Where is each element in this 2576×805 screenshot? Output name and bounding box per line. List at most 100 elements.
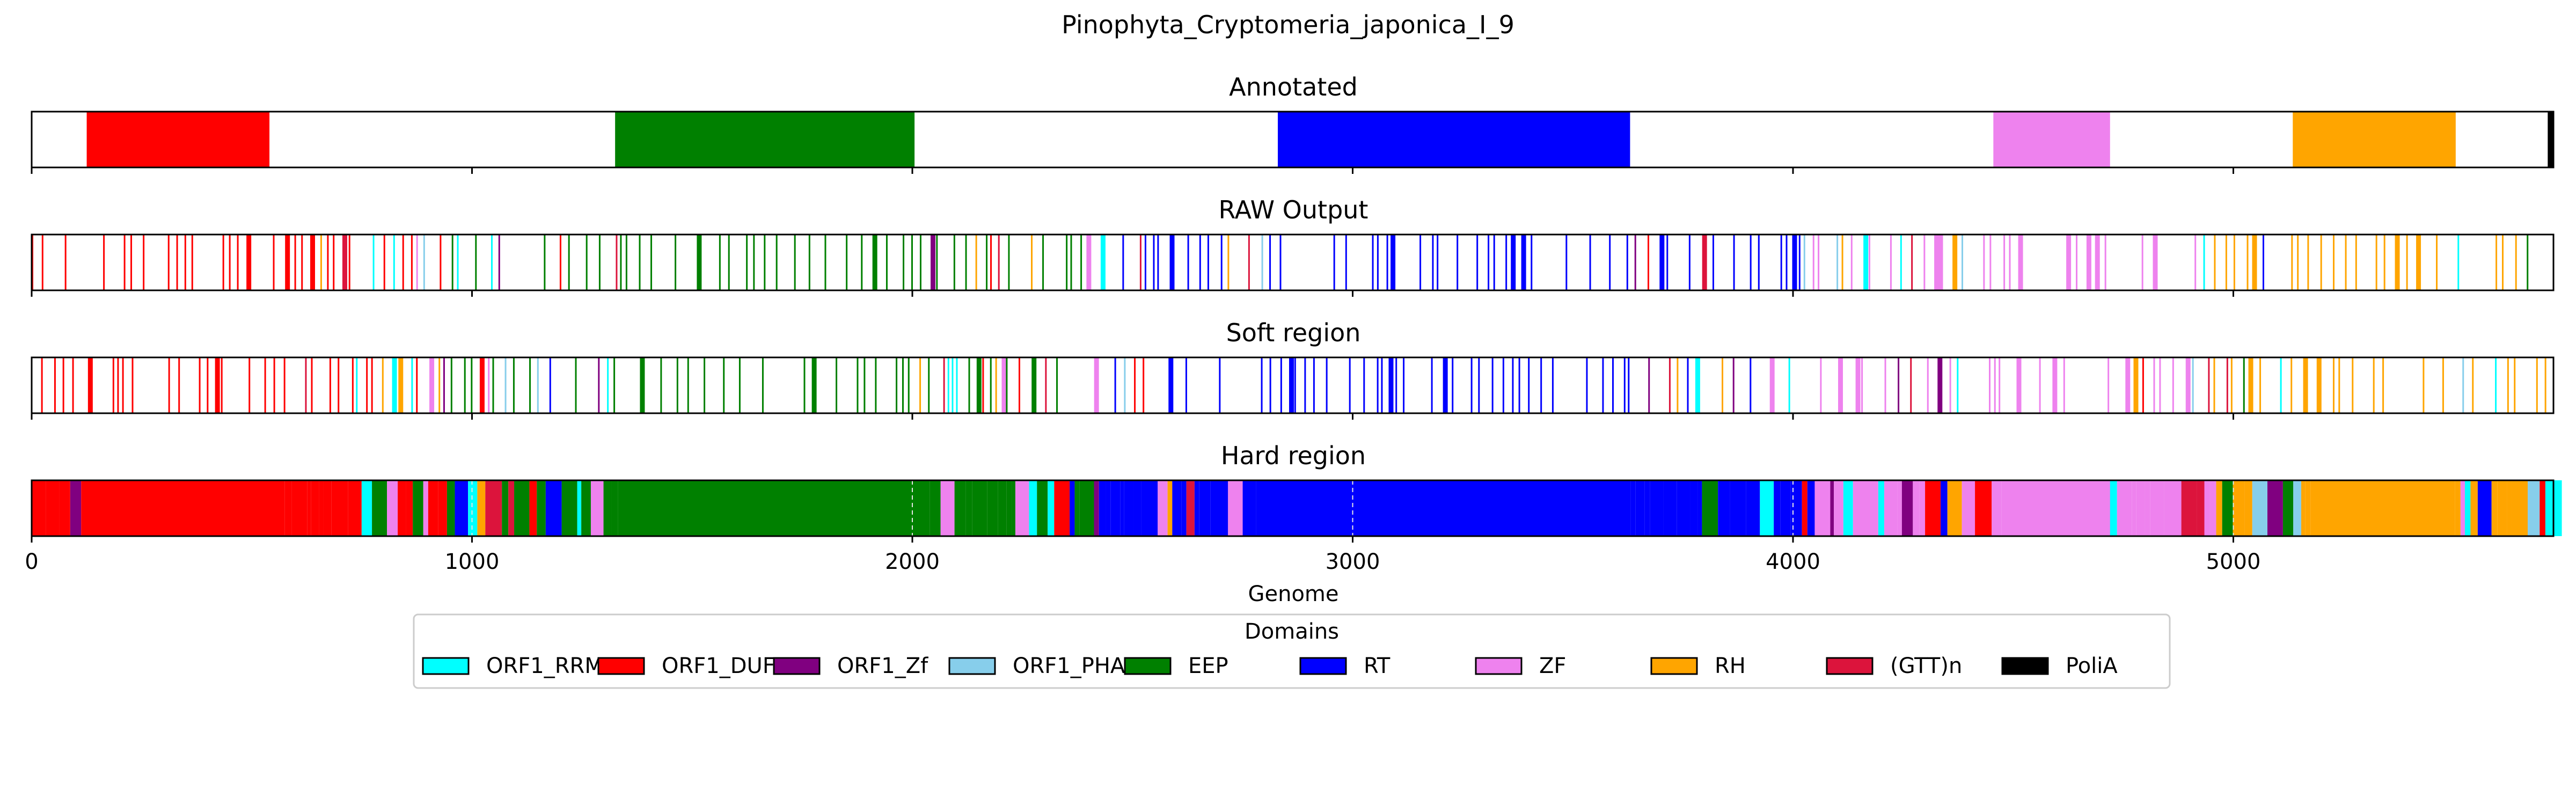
raw-mark <box>1927 357 1929 413</box>
region-mark <box>1992 480 2002 536</box>
raw-mark <box>2406 235 2408 290</box>
raw-mark <box>2192 357 2194 413</box>
region-mark <box>502 480 509 536</box>
raw-mark <box>1018 357 1020 413</box>
raw-mark <box>429 357 435 413</box>
raw-mark <box>687 357 689 413</box>
raw-mark <box>2501 235 2504 290</box>
raw-mark <box>1511 235 1516 290</box>
raw-mark <box>1488 235 1490 290</box>
raw-mark <box>1304 357 1306 413</box>
raw-mark <box>549 357 551 413</box>
region-mark <box>1644 480 1650 536</box>
region-mark <box>1690 480 1698 536</box>
raw-mark <box>2355 235 2357 290</box>
region-mark <box>537 480 546 536</box>
raw-mark <box>1552 357 1554 413</box>
segment-rt <box>1278 112 1630 167</box>
raw-mark <box>237 235 239 290</box>
region-mark <box>1925 480 1941 536</box>
raw-mark <box>2243 357 2245 413</box>
raw-mark <box>1659 235 1665 290</box>
raw-mark <box>1983 235 1985 290</box>
raw-mark <box>450 357 452 413</box>
legend-item-polia: PoliA <box>2001 654 2118 678</box>
raw-mark <box>896 357 898 413</box>
legend-label: ORF1_RRM <box>486 654 603 678</box>
raw-mark <box>1443 357 1448 413</box>
raw-mark <box>908 357 910 413</box>
raw-mark <box>1153 235 1155 290</box>
region-mark <box>2470 480 2478 536</box>
raw-mark <box>803 357 806 413</box>
raw-mark <box>207 357 209 413</box>
segment-orf1-duf <box>82 480 272 536</box>
raw-mark <box>1634 235 1636 290</box>
legend-swatch <box>948 657 996 675</box>
legend-item-orf1-duf: ORF1_DUF <box>597 654 775 678</box>
raw-mark <box>1702 235 1707 290</box>
raw-mark <box>1586 357 1588 413</box>
raw-mark <box>1687 357 1689 413</box>
raw-mark <box>123 235 126 290</box>
segment-rh <box>2317 480 2454 536</box>
raw-mark <box>575 357 577 413</box>
raw-mark <box>824 235 826 290</box>
raw-mark <box>2214 235 2216 290</box>
raw-mark <box>294 235 296 290</box>
raw-mark <box>1812 235 1814 290</box>
region-mark <box>1802 480 1807 536</box>
raw-mark <box>1505 235 1507 290</box>
region-mark <box>529 480 537 536</box>
raw-mark <box>956 357 958 413</box>
raw-mark <box>919 235 921 290</box>
region-mark <box>438 480 447 536</box>
region-mark <box>590 480 604 536</box>
region-mark <box>2145 480 2150 536</box>
region-mark <box>1913 480 1920 536</box>
region-mark <box>2222 480 2233 536</box>
region-mark <box>1120 480 1124 536</box>
region-mark <box>581 480 591 536</box>
raw-mark <box>1219 357 1221 413</box>
raw-mark <box>2233 235 2235 290</box>
raw-mark <box>1900 235 1902 290</box>
track-frame <box>31 233 2555 291</box>
raw-mark <box>2230 357 2233 413</box>
legend-item-orf1-zf: ORF1_Zf <box>773 654 928 678</box>
raw-mark <box>931 235 936 290</box>
region-mark <box>1199 480 1211 536</box>
raw-mark <box>1122 235 1124 290</box>
raw-mark <box>1363 357 1365 413</box>
region-mark <box>1807 480 1815 536</box>
raw-mark <box>990 357 992 413</box>
raw-mark <box>965 235 967 290</box>
raw-mark <box>2507 357 2509 413</box>
region-mark <box>2293 480 2302 536</box>
raw-mark <box>1261 235 1263 290</box>
raw-mark <box>650 235 653 290</box>
region-mark <box>1110 480 1121 536</box>
raw-mark <box>1612 357 1614 413</box>
raw-mark <box>676 357 678 413</box>
region-mark <box>59 480 70 536</box>
raw-mark <box>2290 357 2293 413</box>
raw-mark <box>1957 357 1959 413</box>
region-mark <box>577 480 582 536</box>
raw-mark <box>1838 357 1843 413</box>
raw-mark <box>1528 357 1530 413</box>
raw-mark <box>808 235 810 290</box>
raw-mark <box>1628 357 1630 413</box>
raw-mark <box>229 235 231 290</box>
raw-mark <box>2514 357 2516 413</box>
raw-mark <box>130 235 133 290</box>
raw-mark <box>1688 235 1690 290</box>
legend-item-orf1-pha: ORF1_PHA <box>948 654 1125 678</box>
raw-mark <box>451 235 453 290</box>
raw-mark <box>1855 357 1861 413</box>
raw-mark <box>2208 357 2210 413</box>
region-mark <box>1210 480 1214 536</box>
raw-mark <box>1066 235 1068 290</box>
region-mark <box>1133 480 1141 536</box>
raw-mark <box>620 235 622 290</box>
